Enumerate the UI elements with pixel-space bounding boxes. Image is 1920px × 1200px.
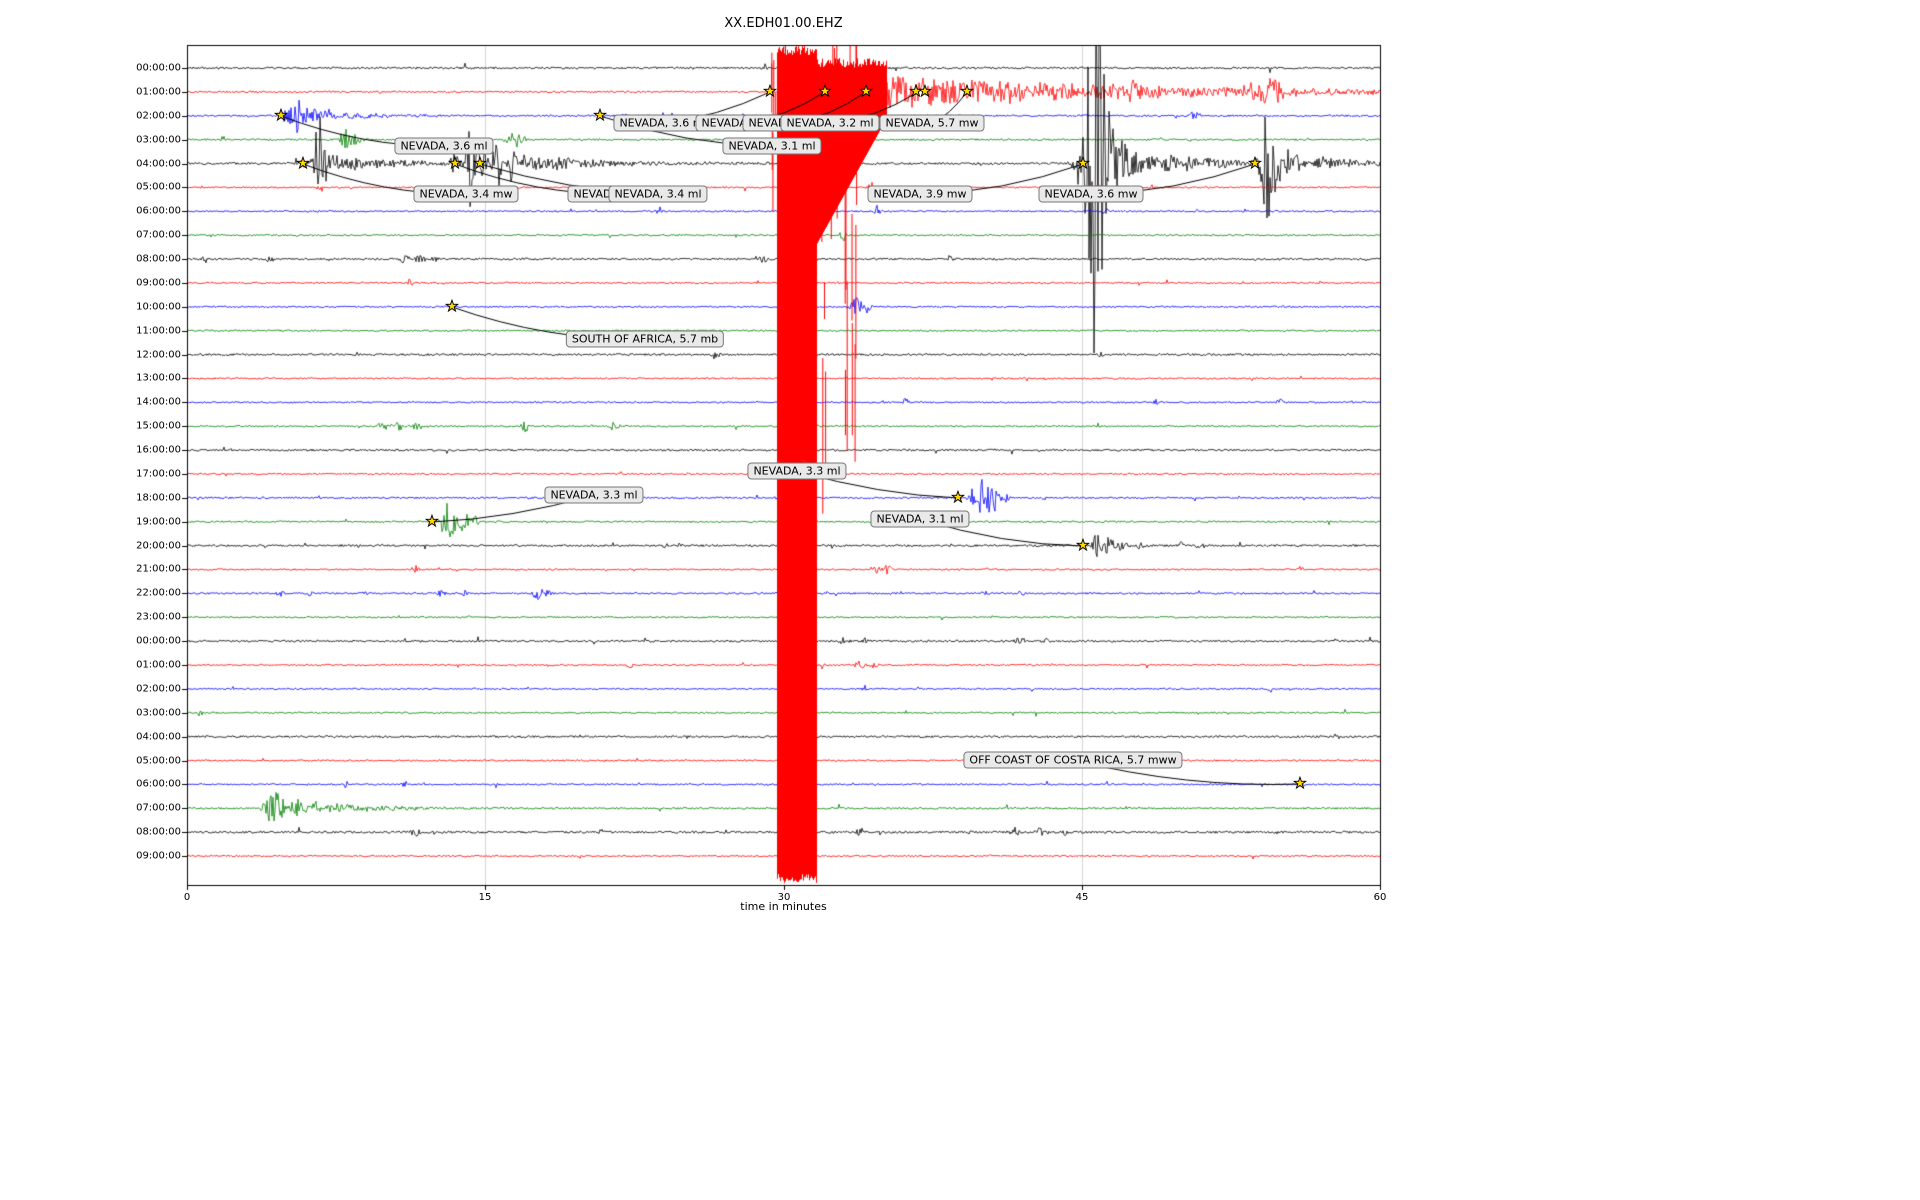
event-annotation-label: NEVADA, 5.7 mw [879, 114, 985, 132]
event-star-icon: ★ [448, 153, 462, 172]
event-star-icon: ★ [960, 81, 974, 100]
row-time-label: 01:00:00 [136, 86, 181, 98]
row-time-label: 19:00:00 [136, 516, 181, 528]
row-time-label: 22:00:00 [136, 587, 181, 599]
event-annotation-label: NEVADA, 3.4 ml [608, 185, 708, 203]
row-time-label: 21:00:00 [136, 563, 181, 575]
event-annotation-label: NEVADA, 3.3 ml [747, 462, 847, 480]
row-time-label: 05:00:00 [136, 181, 181, 193]
event-star-icon: ★ [951, 487, 965, 506]
event-star-icon: ★ [1076, 153, 1090, 172]
event-star-icon: ★ [918, 81, 932, 100]
row-time-label: 06:00:00 [136, 205, 181, 217]
row-time-label: 04:00:00 [136, 731, 181, 743]
event-annotation-label: NEVADA, 3.3 ml [544, 486, 644, 504]
event-star-icon: ★ [425, 511, 439, 530]
event-star-icon: ★ [473, 153, 487, 172]
event-star-icon: ★ [909, 81, 923, 100]
event-annotation-label: NEVADA, 3.6 ml [394, 137, 494, 155]
row-time-label: 10:00:00 [136, 301, 181, 313]
event-star-icon: ★ [818, 81, 832, 100]
row-time-label: 12:00:00 [136, 349, 181, 361]
row-time-label: 16:00:00 [136, 444, 181, 456]
row-time-label: 15:00:00 [136, 420, 181, 432]
row-time-label: 11:00:00 [136, 325, 181, 337]
row-time-label: 04:00:00 [136, 158, 181, 170]
event-annotation-label: NEVADA, 3.1 ml [870, 510, 970, 528]
row-time-label: 07:00:00 [136, 802, 181, 814]
event-star-icon: ★ [445, 296, 459, 315]
event-star-icon: ★ [859, 81, 873, 100]
row-time-label: 00:00:00 [136, 635, 181, 647]
event-annotation-label: NEVADA, 3.6 ml [613, 114, 713, 132]
event-annotation-label: NEVADA, 3.9 mw [867, 185, 973, 203]
row-time-label: 05:00:00 [136, 755, 181, 767]
row-time-label: 18:00:00 [136, 492, 181, 504]
row-time-label: 17:00:00 [136, 468, 181, 480]
row-time-label: 00:00:00 [136, 62, 181, 74]
row-time-label: 13:00:00 [136, 372, 181, 384]
row-time-label: 20:00:00 [136, 540, 181, 552]
event-star-icon: ★ [763, 81, 777, 100]
event-annotation-label: NEVADA, 3.6 mw [1038, 185, 1144, 203]
x-tick-label: 60 [1373, 892, 1387, 903]
event-star-icon: ★ [274, 105, 288, 124]
row-time-label: 06:00:00 [136, 778, 181, 790]
x-tick-label: 15 [478, 892, 492, 903]
event-star-icon: ★ [1293, 773, 1307, 792]
row-time-label: 08:00:00 [136, 253, 181, 265]
row-time-label: 23:00:00 [136, 611, 181, 623]
event-annotation-label: NEVADA, 3.2 ml [780, 114, 880, 132]
x-tick-label: 0 [183, 892, 191, 903]
row-time-label: 08:00:00 [136, 826, 181, 838]
row-time-label: 07:00:00 [136, 229, 181, 241]
x-axis-label: time in minutes [740, 900, 827, 913]
row-time-label: 14:00:00 [136, 396, 181, 408]
event-annotation-label: OFF COAST OF COSTA RICA, 5.7 mww [963, 751, 1183, 769]
row-time-label: 03:00:00 [136, 134, 181, 146]
plot-title: XX.EDH01.00.EHZ [724, 16, 843, 31]
row-time-label: 09:00:00 [136, 277, 181, 289]
event-star-icon: ★ [593, 105, 607, 124]
row-time-label: 02:00:00 [136, 110, 181, 122]
x-tick-label: 30 [777, 892, 791, 903]
event-star-icon: ★ [1248, 153, 1262, 172]
row-time-label: 09:00:00 [136, 850, 181, 862]
row-time-label: 03:00:00 [136, 707, 181, 719]
row-time-label: 01:00:00 [136, 659, 181, 671]
row-time-label: 02:00:00 [136, 683, 181, 695]
event-annotation-label: SOUTH OF AFRICA, 5.7 mb [565, 330, 725, 348]
event-star-icon: ★ [1076, 535, 1090, 554]
event-star-icon: ★ [296, 153, 310, 172]
event-annotation-label: NEVADA, 3.4 mw [413, 185, 519, 203]
x-tick-label: 45 [1075, 892, 1089, 903]
event-annotation-label: NEVADA, 3.1 ml [722, 137, 822, 155]
